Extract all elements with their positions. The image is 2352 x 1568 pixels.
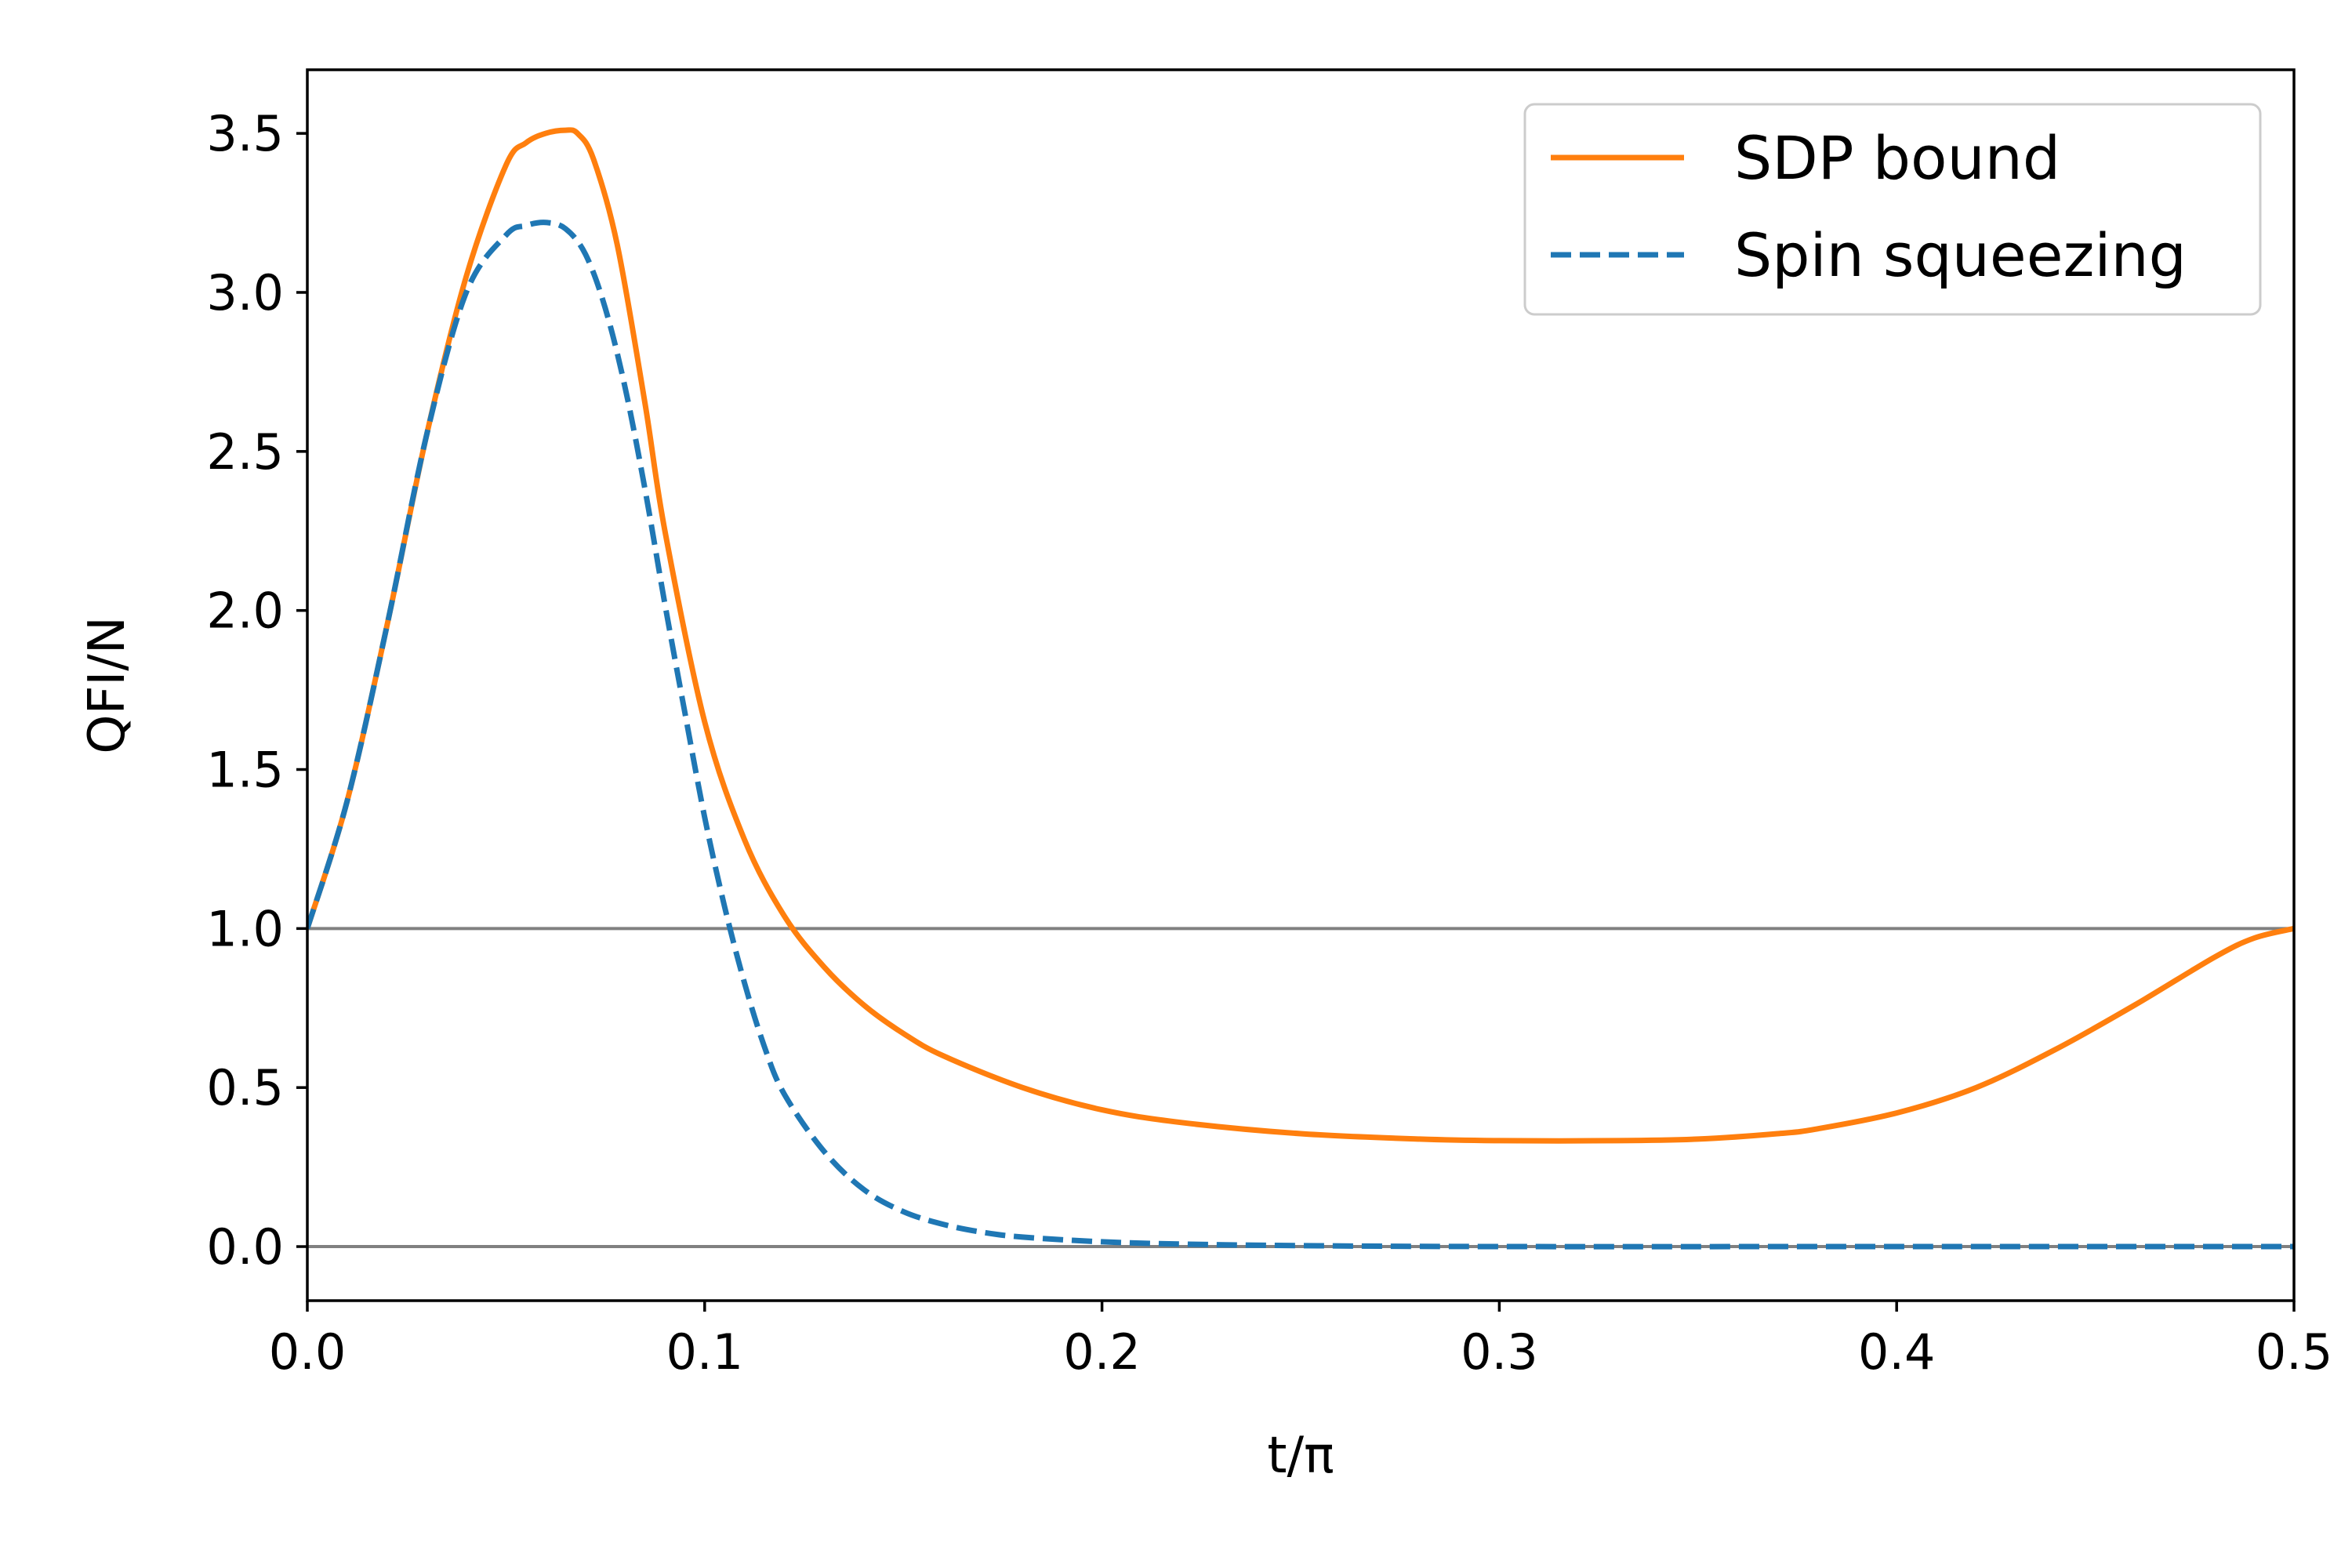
x-tick-label: 0.3 <box>1461 1323 1538 1381</box>
y-axis-label: QFI/N <box>78 616 136 754</box>
y-tick-label: 0.0 <box>206 1218 284 1276</box>
x-tick-label: 0.0 <box>269 1323 347 1381</box>
y-tick-label: 3.0 <box>206 264 284 321</box>
legend-box <box>1523 103 2262 316</box>
series-layer <box>307 127 2294 1250</box>
x-axis-label: t/π <box>1267 1427 1334 1485</box>
legend: SDP bound Spin squeezing <box>1523 103 2262 316</box>
x-tick-label: 0.1 <box>666 1323 743 1381</box>
reference-lines <box>307 927 2294 1249</box>
series-line-spin-squeezing <box>307 220 2294 1250</box>
x-tick-label: 0.4 <box>1858 1323 1936 1381</box>
x-tick-label: 0.2 <box>1063 1323 1141 1381</box>
legend-label-sdp-bound: SDP bound <box>1734 123 2060 193</box>
y-tick-label: 1.0 <box>206 900 284 957</box>
x-axis: 0.0 0.1 0.2 0.3 0.4 0.5 <box>269 1301 2333 1381</box>
y-tick-label: 2.0 <box>206 583 284 640</box>
y-tick-label: 1.5 <box>206 742 284 799</box>
y-tick-label: 0.5 <box>206 1059 284 1116</box>
plot-frame <box>306 68 2296 1302</box>
x-tick-label: 0.5 <box>2256 1323 2333 1381</box>
series-line-sdp-bound <box>307 127 2294 1144</box>
y-tick-label: 3.5 <box>206 105 284 162</box>
legend-label-spin-squeezing: Spin squeezing <box>1734 220 2187 290</box>
y-axis: 0.0 0.5 1.0 1.5 2.0 2.5 3.0 3.5 <box>206 105 307 1276</box>
y-tick-label: 2.5 <box>206 423 284 481</box>
